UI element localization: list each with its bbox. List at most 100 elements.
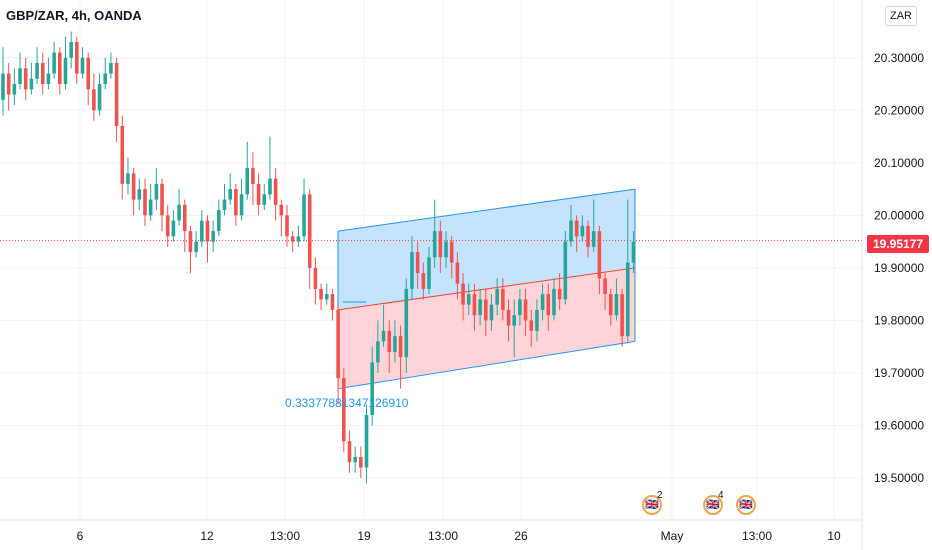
candle-body xyxy=(364,414,369,468)
candle-body xyxy=(268,178,272,195)
candle-body xyxy=(472,294,477,316)
candle-body xyxy=(319,288,323,300)
price-tick-label: 19.70000 xyxy=(874,366,924,380)
candle-body xyxy=(137,189,142,200)
candle-body xyxy=(234,189,238,216)
candle-body xyxy=(415,252,420,274)
uk-flag-event-icon[interactable]: 🇬🇧 xyxy=(703,495,723,515)
candle-body xyxy=(489,304,494,321)
event-count: 4 xyxy=(718,490,724,501)
price-axis-ticks: 19.50000 19.60000 19.70000 19.80000 19.90000… xyxy=(874,51,924,485)
price-tick-label: 20.10000 xyxy=(874,156,924,170)
candle-body xyxy=(302,194,306,237)
candle-body xyxy=(523,299,528,321)
candle-body xyxy=(631,241,636,263)
candle-body xyxy=(23,68,28,90)
currency-badge[interactable]: ZAR xyxy=(885,6,917,26)
candle-body xyxy=(421,273,426,289)
candle-body xyxy=(387,330,392,352)
time-axis-ticks: 6 12 13:00 19 13:00 26 May 13:00 10 xyxy=(77,529,841,543)
candle-body xyxy=(103,73,108,85)
candles xyxy=(1,31,636,484)
candle-body xyxy=(194,241,198,253)
channel-upper-line xyxy=(337,188,636,232)
candle-body xyxy=(171,220,176,237)
uk-flag-event-icon[interactable]: 🇬🇧 xyxy=(736,495,756,515)
time-tick-label: 10 xyxy=(827,529,841,543)
candle-body xyxy=(148,199,153,216)
candle-body xyxy=(177,204,181,221)
candle-body xyxy=(143,189,147,216)
candle-body xyxy=(540,294,545,310)
candle-body xyxy=(484,299,488,321)
candle-body xyxy=(92,89,96,111)
candle-body xyxy=(580,225,585,237)
price-tick-label: 19.50000 xyxy=(874,471,924,485)
candle-body xyxy=(256,183,261,205)
candle-body xyxy=(120,126,125,184)
candle-body xyxy=(40,63,45,85)
candle-body xyxy=(290,236,295,242)
candle-body xyxy=(251,168,255,184)
candle-body xyxy=(455,262,460,284)
candle-body xyxy=(393,336,397,352)
candle-body xyxy=(165,215,170,237)
candle-body xyxy=(222,199,227,211)
candle-body xyxy=(200,220,204,242)
candle-body xyxy=(228,189,232,200)
channel-middle-line xyxy=(337,267,636,311)
candle-body xyxy=(501,288,505,310)
candle-body xyxy=(86,57,90,90)
candle-body xyxy=(432,231,437,258)
candle-body xyxy=(69,42,73,58)
channel-value-label: 0.33377881347126910 xyxy=(285,396,409,410)
symbol-title[interactable]: GBP/ZAR, 4h, OANDA xyxy=(6,8,142,23)
time-tick-label: 12 xyxy=(200,529,214,543)
candle-body xyxy=(620,294,624,337)
candle-body xyxy=(614,294,619,316)
candle-body xyxy=(35,63,39,79)
price-tick-label: 20.00000 xyxy=(874,208,924,222)
candle-body xyxy=(603,278,607,295)
candle-body xyxy=(478,299,482,316)
candle-body xyxy=(586,225,590,247)
uk-flag-event-icon[interactable]: 🇬🇧 xyxy=(642,495,662,515)
candle-body xyxy=(518,299,522,316)
candle-body xyxy=(557,288,562,300)
candle-body xyxy=(262,194,267,205)
candle-body xyxy=(427,257,431,289)
candle-body xyxy=(239,194,244,216)
candle-body xyxy=(466,294,471,305)
candle-body xyxy=(313,267,318,289)
time-tick-label: 19 xyxy=(357,529,371,543)
candle-body xyxy=(188,231,193,253)
candle-body xyxy=(211,231,215,242)
candle-body xyxy=(546,294,551,316)
time-tick-label: 13:00 xyxy=(428,529,458,543)
candle-body xyxy=(63,57,68,85)
time-tick-label: 13:00 xyxy=(270,529,300,543)
candle-body xyxy=(347,441,352,463)
candle-body xyxy=(330,294,335,310)
candle-body xyxy=(438,231,443,258)
candle-body xyxy=(273,178,278,205)
price-tick-label: 20.30000 xyxy=(874,51,924,65)
candle-body xyxy=(404,288,409,358)
candle-body xyxy=(324,294,329,300)
candle-body xyxy=(535,309,539,331)
candle-body xyxy=(80,57,85,74)
candle-body xyxy=(160,183,164,216)
candle-body xyxy=(6,73,11,95)
candle-body xyxy=(626,262,630,337)
candle-body xyxy=(461,283,465,305)
candle-body xyxy=(574,220,579,237)
candle-body xyxy=(552,288,556,316)
candle-body xyxy=(154,183,159,200)
price-tick-label: 20.20000 xyxy=(874,103,924,117)
candle-body xyxy=(370,362,374,415)
candle-body xyxy=(336,309,340,379)
candle-body xyxy=(12,84,17,95)
candle-body xyxy=(591,231,596,247)
candle-body xyxy=(109,63,113,74)
